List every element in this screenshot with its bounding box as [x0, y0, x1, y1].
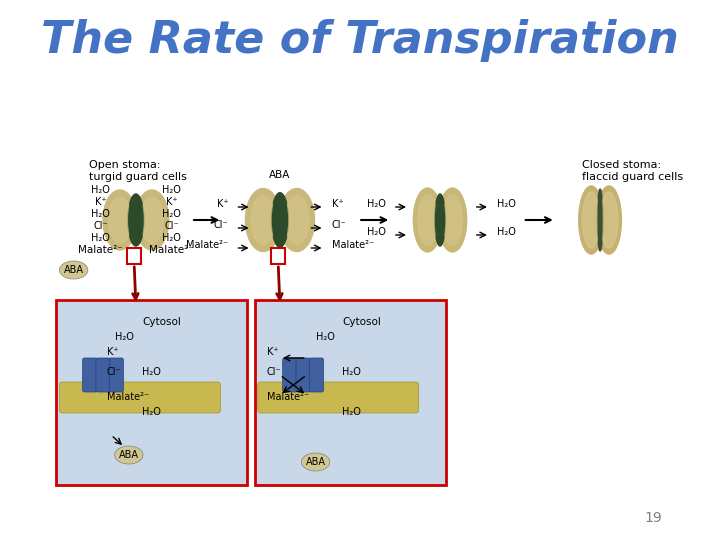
Ellipse shape — [279, 188, 315, 252]
Ellipse shape — [443, 195, 462, 245]
FancyBboxPatch shape — [83, 358, 96, 392]
Ellipse shape — [103, 190, 137, 250]
Ellipse shape — [582, 192, 600, 248]
Text: K⁺: K⁺ — [107, 347, 118, 357]
Text: K⁺: K⁺ — [331, 199, 343, 209]
Ellipse shape — [579, 186, 603, 254]
Text: 19: 19 — [644, 511, 662, 525]
Text: Cytosol: Cytosol — [342, 317, 381, 327]
Text: H₂O: H₂O — [162, 209, 181, 219]
Ellipse shape — [301, 453, 330, 471]
FancyBboxPatch shape — [56, 300, 247, 485]
Ellipse shape — [438, 188, 467, 252]
Ellipse shape — [140, 197, 163, 243]
Text: Malate²⁻: Malate²⁻ — [107, 392, 149, 402]
Ellipse shape — [284, 196, 309, 244]
Text: H₂O: H₂O — [367, 199, 386, 209]
Text: ABA: ABA — [119, 450, 139, 460]
Ellipse shape — [135, 190, 168, 250]
Ellipse shape — [251, 196, 275, 244]
Ellipse shape — [271, 193, 289, 247]
Text: Malate²⁻: Malate²⁻ — [78, 245, 122, 255]
Ellipse shape — [600, 192, 618, 248]
Text: H₂O: H₂O — [497, 199, 516, 209]
Text: ABA: ABA — [63, 265, 84, 275]
Ellipse shape — [272, 194, 287, 246]
FancyBboxPatch shape — [96, 358, 110, 392]
Text: Closed stoma:
flaccid guard cells: Closed stoma: flaccid guard cells — [582, 160, 683, 181]
Text: Malate²⁻: Malate²⁻ — [149, 245, 194, 255]
Ellipse shape — [114, 446, 143, 464]
Text: Malate²⁻: Malate²⁻ — [331, 240, 374, 250]
Ellipse shape — [418, 195, 437, 245]
Text: ABA: ABA — [269, 170, 291, 180]
FancyBboxPatch shape — [296, 358, 310, 392]
FancyBboxPatch shape — [310, 358, 323, 392]
Text: H₂O: H₂O — [162, 233, 181, 243]
Text: Cl⁻: Cl⁻ — [164, 221, 179, 231]
Text: H₂O: H₂O — [91, 233, 109, 243]
Ellipse shape — [246, 188, 281, 252]
Text: H₂O: H₂O — [497, 227, 516, 237]
Ellipse shape — [436, 195, 444, 245]
Ellipse shape — [597, 186, 621, 254]
Ellipse shape — [435, 194, 446, 246]
Text: Cytosol: Cytosol — [142, 317, 181, 327]
Text: H₂O: H₂O — [91, 209, 109, 219]
Text: ABA: ABA — [305, 457, 325, 467]
Ellipse shape — [598, 190, 602, 250]
Ellipse shape — [129, 195, 143, 245]
Ellipse shape — [128, 194, 144, 246]
Text: Open stoma:
turgid guard cells: Open stoma: turgid guard cells — [89, 160, 186, 181]
Text: H₂O: H₂O — [91, 185, 109, 195]
Text: Malate²⁻: Malate²⁻ — [266, 392, 309, 402]
Ellipse shape — [108, 197, 132, 243]
Text: K⁺: K⁺ — [94, 197, 106, 207]
Text: H₂O: H₂O — [142, 407, 161, 417]
Text: Cl⁻: Cl⁻ — [214, 220, 228, 230]
FancyBboxPatch shape — [109, 358, 123, 392]
Text: H₂O: H₂O — [342, 407, 361, 417]
FancyBboxPatch shape — [255, 300, 446, 485]
Text: K⁺: K⁺ — [217, 199, 228, 209]
FancyBboxPatch shape — [60, 382, 220, 413]
Text: K⁺: K⁺ — [166, 197, 177, 207]
FancyBboxPatch shape — [283, 358, 297, 392]
Ellipse shape — [413, 188, 442, 252]
Text: Cl⁻: Cl⁻ — [266, 367, 282, 377]
Text: H₂O: H₂O — [367, 227, 386, 237]
Text: The Rate of Transpiration: The Rate of Transpiration — [41, 18, 679, 62]
Text: H₂O: H₂O — [142, 367, 161, 377]
Text: Cl⁻: Cl⁻ — [107, 367, 121, 377]
Text: H₂O: H₂O — [115, 332, 135, 342]
FancyBboxPatch shape — [258, 382, 419, 413]
Text: Cl⁻: Cl⁻ — [93, 221, 108, 231]
Text: Malate²⁻: Malate²⁻ — [186, 240, 228, 250]
Ellipse shape — [60, 261, 88, 279]
Text: Cl⁻: Cl⁻ — [331, 220, 346, 230]
Text: H₂O: H₂O — [162, 185, 181, 195]
Text: K⁺: K⁺ — [266, 347, 278, 357]
Text: H₂O: H₂O — [315, 332, 334, 342]
Text: H₂O: H₂O — [342, 367, 361, 377]
Ellipse shape — [598, 189, 603, 251]
